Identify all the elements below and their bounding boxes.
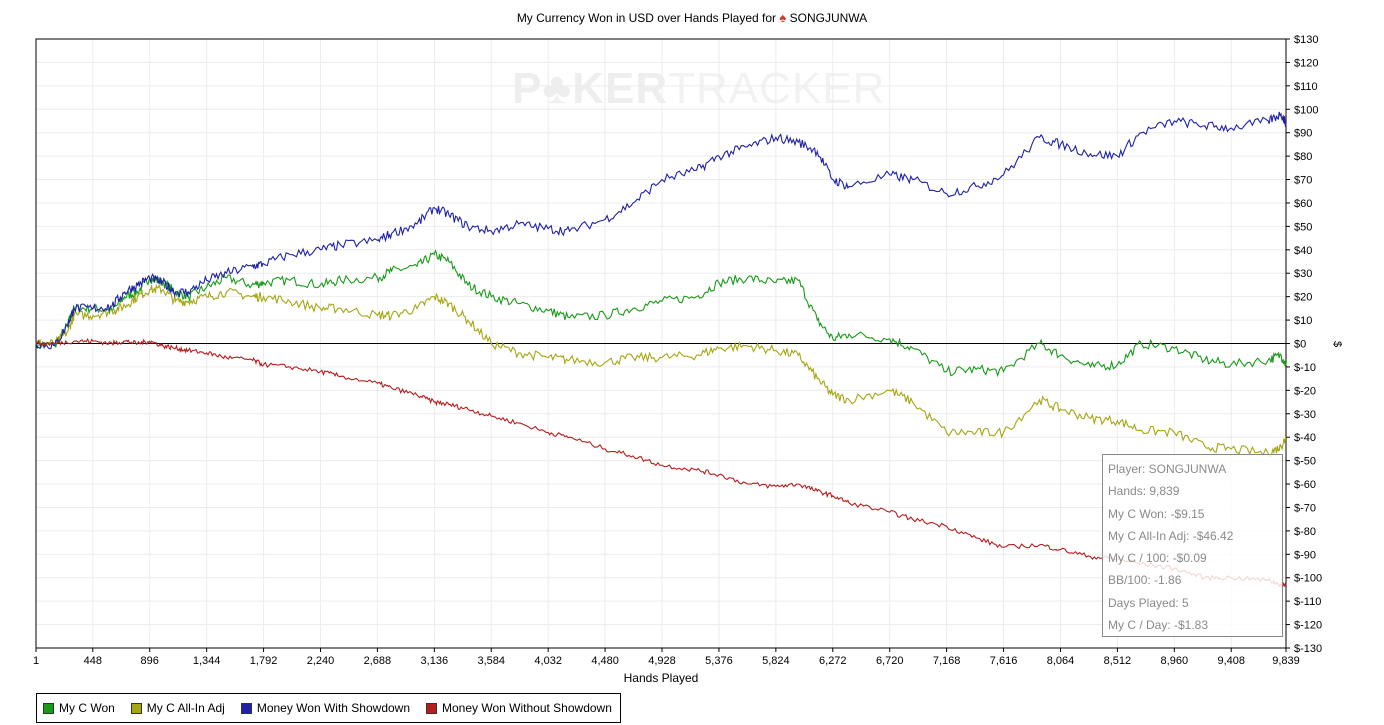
- y-tick-label: $-20: [1294, 385, 1316, 397]
- legend-item: Money Won With Showdown: [240, 701, 411, 715]
- y-tick-label: $0: [1294, 339, 1306, 351]
- x-tick-label: 1,344: [193, 655, 221, 667]
- tooltip-player: Player: SONGJUNWA: [1108, 462, 1227, 476]
- x-tick-label: 7,616: [990, 655, 1018, 667]
- x-tick-label: 2,688: [364, 655, 392, 667]
- spade-icon: ♠: [779, 10, 787, 25]
- legend-label: Money Won Without Showdown: [442, 701, 612, 715]
- tooltip-allin-adj: My C All-In Adj: -$46.42: [1108, 528, 1234, 543]
- chart-title: My Currency Won in USD over Hands Played…: [0, 10, 1384, 25]
- y-tick-label: $110: [1294, 81, 1318, 93]
- y-tick-label: $20: [1294, 292, 1312, 304]
- series-line-1: [35, 249, 1287, 378]
- y-tick-label: $-70: [1294, 502, 1316, 514]
- x-tick-label: 448: [84, 655, 102, 667]
- tooltip-per-day: My C / Day: -$1.83: [1108, 618, 1209, 633]
- legend: My C Won My C All-In Adj Money Won With Sh…: [36, 693, 621, 723]
- x-tick-label: 9,839: [1272, 655, 1300, 667]
- x-tick-label: 3,136: [421, 655, 449, 667]
- y-tick-label: $80: [1294, 151, 1312, 163]
- stats-tooltip: Player: SONGJUNWA Hands: 9,839 My C Won:…: [1102, 454, 1283, 637]
- y-tick-label: $-100: [1294, 573, 1322, 585]
- legend-swatch: [130, 702, 142, 714]
- x-tick-label: 2,240: [307, 655, 335, 667]
- tooltip-days-played: Days Played: 5: [1108, 595, 1189, 610]
- y-tick-label: $-130: [1294, 643, 1322, 655]
- y-axis-label: $: [1331, 340, 1344, 348]
- x-tick-label: 6,720: [876, 655, 904, 667]
- chart-title-text: My Currency Won in USD over Hands Played…: [516, 11, 777, 25]
- chart-title-player: SONGJUNWA: [789, 11, 868, 25]
- legend-label: My C Won: [59, 701, 115, 715]
- y-tick-label: $-80: [1294, 526, 1316, 538]
- x-tick-label: 1: [33, 655, 39, 667]
- y-tick-label: $130: [1294, 34, 1318, 46]
- y-tick-label: $50: [1294, 221, 1312, 233]
- y-tick-label: $-90: [1294, 549, 1316, 561]
- y-tick-label: $90: [1294, 128, 1312, 140]
- x-tick-label: 8,512: [1104, 655, 1132, 667]
- x-tick-label: 6,272: [819, 655, 847, 667]
- tooltip-per-100: My C / 100: -$0.09: [1108, 551, 1207, 566]
- x-tick-label: 5,824: [762, 655, 790, 667]
- y-tick-label: $120: [1294, 57, 1318, 69]
- series-line-3: [35, 111, 1287, 350]
- y-tick-label: $60: [1294, 198, 1312, 210]
- x-tick-label: 896: [141, 655, 159, 667]
- y-tick-label: $-110: [1294, 596, 1321, 608]
- y-tick-label: $-120: [1294, 620, 1322, 632]
- y-tick-label: $-30: [1294, 409, 1316, 421]
- x-tick-label: 4,928: [648, 655, 676, 667]
- legend-swatch: [43, 702, 54, 714]
- series-line-4: [35, 337, 1287, 589]
- y-tick-label: $10: [1294, 315, 1312, 327]
- y-tick-label: $70: [1294, 175, 1312, 187]
- legend-swatch: [426, 702, 438, 714]
- y-tick-label: $-40: [1294, 432, 1316, 444]
- legend-item: Money Won Without Showdown: [426, 701, 612, 715]
- x-tick-label: 8,960: [1161, 655, 1189, 667]
- tooltip-won: My C Won: -$9.15: [1108, 506, 1205, 521]
- legend-item: My C Won: [43, 701, 115, 715]
- legend-label: Money Won With Showdown: [256, 701, 411, 715]
- legend-swatch: [240, 702, 252, 714]
- tooltip-bb-100: BB/100: -1.86: [1108, 573, 1182, 588]
- y-tick-label: $40: [1294, 245, 1312, 257]
- y-tick-label: $100: [1294, 104, 1318, 116]
- x-tick-label: 5,376: [705, 655, 733, 667]
- y-tick-label: $-60: [1294, 479, 1316, 491]
- tooltip-hands: Hands: 9,839: [1108, 484, 1180, 499]
- y-tick-label: $30: [1294, 268, 1312, 280]
- x-axis-label: Hands Played: [623, 671, 699, 685]
- x-tick-label: 8,064: [1047, 655, 1075, 667]
- x-tick-label: 1,792: [250, 655, 278, 667]
- x-tick-label: 4,480: [591, 655, 619, 667]
- series-line-2: [35, 283, 1287, 458]
- legend-label: My C All-In Adj: [146, 701, 225, 715]
- y-tick-label: $-50: [1294, 456, 1316, 468]
- y-tick-label: $-10: [1294, 362, 1316, 374]
- x-tick-label: 4,032: [534, 655, 562, 667]
- x-tick-label: 7,168: [933, 655, 961, 667]
- x-tick-label: 3,584: [477, 655, 505, 667]
- x-tick-label: 9,408: [1217, 655, 1245, 667]
- legend-item: My C All-In Adj: [130, 701, 225, 715]
